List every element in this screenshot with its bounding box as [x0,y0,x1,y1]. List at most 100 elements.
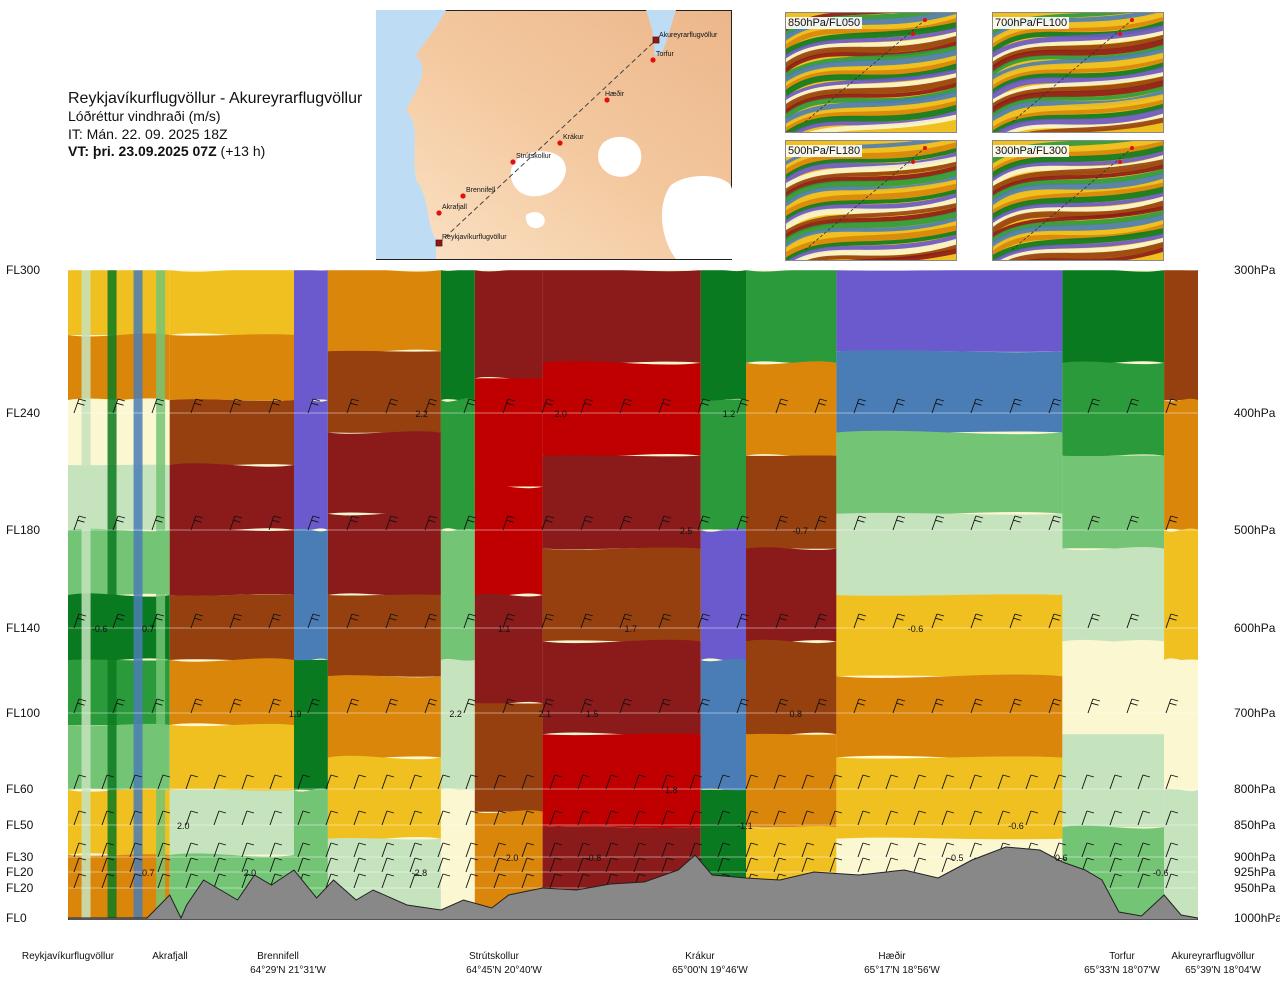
wind-barb [73,857,87,873]
wind-barb [213,857,227,873]
route-line [438,39,657,244]
wind-barb [73,515,87,531]
wind-barb [1087,515,1101,531]
wind-barb [268,515,282,531]
wind-barb [502,613,516,629]
wind-barb [230,270,231,271]
level-map-label: 500hPa/FL180 [786,145,863,157]
wind-barb [409,873,423,889]
map-place-label: Hæðir [605,90,625,98]
wind-barb [521,810,535,826]
field-band [440,398,475,532]
wind-barb [829,857,843,873]
value-label: 2.2 [449,709,462,719]
wind-barb [717,774,731,790]
field-band [474,703,543,812]
wind-barb [885,857,899,873]
wind-barb [241,873,255,889]
waypoint-coord: 64°29'N 21°31'W [250,965,326,976]
wind-barb [191,270,192,271]
wind-barb [269,857,283,873]
wind-barb [112,698,126,714]
wind-barb [1053,774,1067,790]
level-map-thumbnail [785,140,957,261]
wind-barb [931,515,945,531]
field-band [836,594,1063,678]
field-band [474,378,543,487]
value-label: 1.7 [624,624,637,634]
field-band [1062,455,1165,549]
wind-barb [745,810,759,826]
map-place-label: Krákur [563,134,584,141]
wind-barb [129,774,143,790]
value-label: 1.9 [289,709,302,719]
wind-barb [932,270,933,271]
value-label: 2.0 [554,409,567,419]
wind-barb [437,873,451,889]
field-band [68,464,170,531]
wind-barb [190,398,204,414]
level-map-thumbnail [992,140,1164,261]
wind-barb [185,810,199,826]
waypoint-name: Akureyrarflugvöllur [1171,951,1255,962]
wind-barb [493,810,507,826]
wind-barb [885,810,899,826]
field-band [327,431,441,516]
wind-barb [970,398,984,414]
value-label: -0.6 [1008,821,1024,831]
wind-barb [269,810,283,826]
wind-barb [385,515,399,531]
wind-barb [346,515,360,531]
wind-barb [698,270,699,271]
wind-barb [73,810,87,826]
wind-barb [857,774,871,790]
y-tick-right: 925hPa [1234,865,1276,879]
y-tick-right: 600hPa [1234,621,1276,635]
wind-barb [129,873,143,889]
field-band [1062,546,1165,644]
wind-barb [465,857,479,873]
waypoint-coord: 65°00'N 19°46'W [672,965,748,976]
wind-barb [112,515,126,531]
wind-barb [437,857,451,873]
waypoint-name: Brennifell [257,951,299,962]
wind-barb [463,698,477,714]
value-label: 2.2 [415,409,428,419]
wind-barb [190,515,204,531]
wind-barb [353,774,367,790]
y-tick-right: 850hPa [1234,818,1276,832]
wind-barb [113,270,114,271]
wind-barb [112,613,126,629]
field-band [68,593,170,662]
field-band [294,659,328,791]
wind-barb [745,842,759,858]
wind-barb [465,873,479,889]
wind-barb [717,857,731,873]
wind-barb [1081,810,1095,826]
wind-barb [1009,613,1023,629]
field-band [474,270,543,380]
value-label: 1.5 [586,709,599,719]
wind-barb [1010,270,1011,271]
wind-barb [112,398,126,414]
field-streak [81,270,91,920]
wind-barb [885,842,899,858]
wind-barb [801,810,815,826]
wind-barb [1053,842,1067,858]
wind-barb [465,810,479,826]
wind-barb [633,857,647,873]
wind-barb [1048,398,1062,414]
field-band [169,529,294,596]
y-tick-left: FL30 [6,850,34,864]
wind-barb [297,842,311,858]
wind-barb [409,842,423,858]
wind-barb [697,613,711,629]
field-band [294,528,328,662]
field-band [746,733,837,828]
wind-barb [325,774,339,790]
wind-barb [931,398,945,414]
wind-barb [185,857,199,873]
field-band [1062,270,1165,365]
field-band [700,399,746,531]
wind-barb [541,613,555,629]
